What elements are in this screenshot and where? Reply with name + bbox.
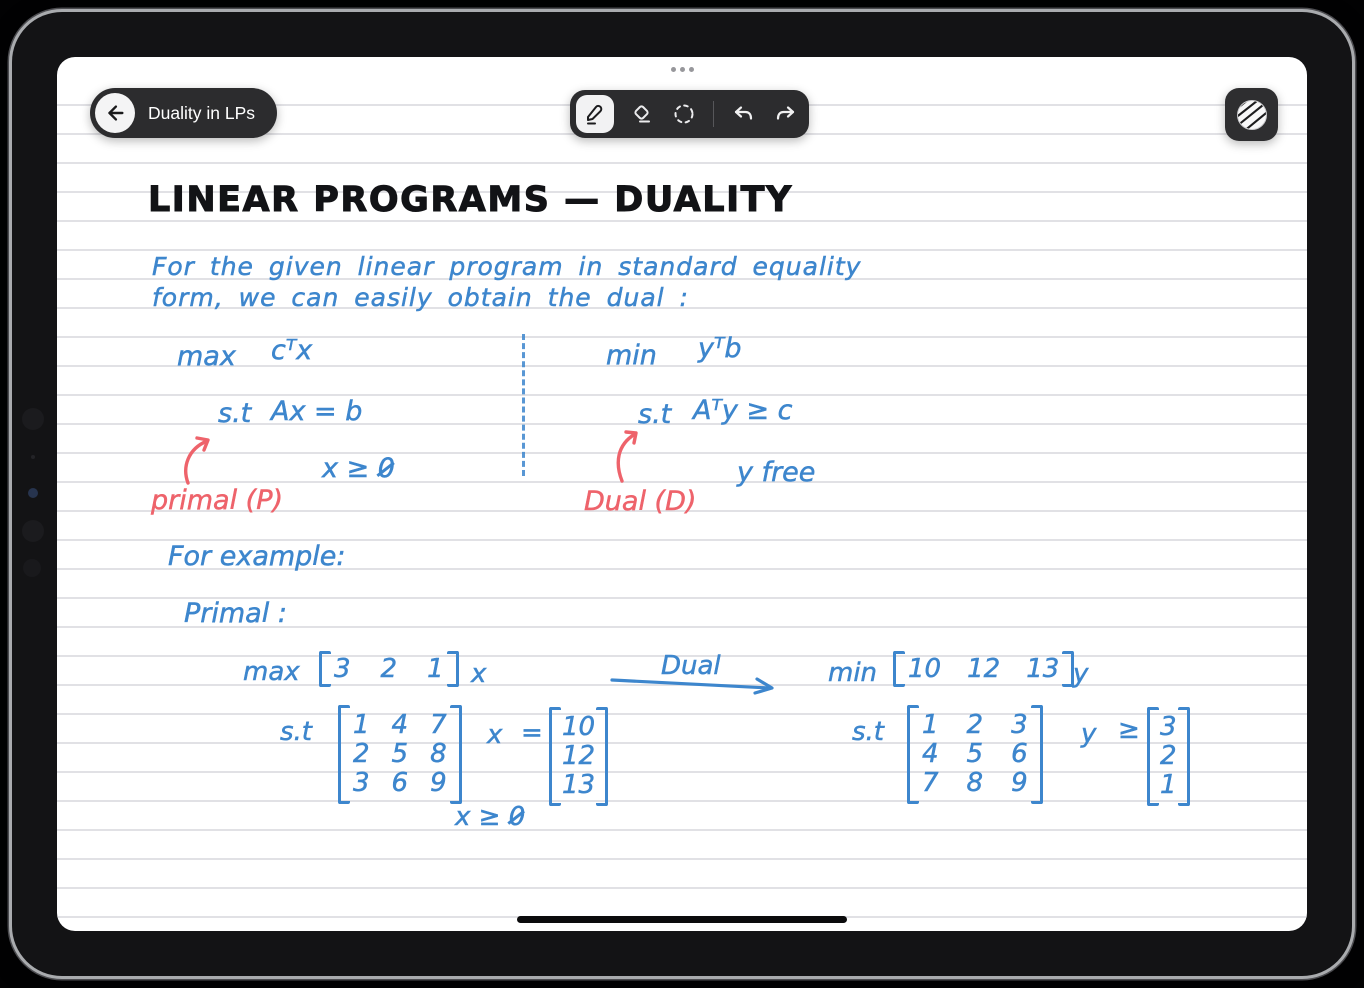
camera-sensor (31, 455, 35, 459)
primal-heading: Primal : (184, 598, 287, 630)
lasso-tool-button[interactable] (667, 95, 701, 133)
example-heading: For example: (168, 541, 346, 573)
undo-button[interactable] (726, 95, 760, 133)
undo-icon (734, 106, 752, 120)
primal-st: s.t (218, 398, 252, 430)
lasso-icon (674, 104, 694, 124)
ex-primal-nonnegativity: x ≥ 0 (455, 802, 526, 833)
tablet-frame: Duality in LPs (12, 12, 1352, 976)
dual-constraint: Aᵀy ≥ c (693, 395, 793, 427)
dual-st: s.t (638, 399, 672, 431)
dual-objective-keyword: min (606, 340, 657, 372)
ruled-lines (57, 104, 1307, 931)
drawing-toolbar (570, 90, 809, 138)
primal-label: primal (P) (151, 485, 284, 517)
eraser-icon (633, 105, 650, 123)
intro-line-2: form, we can easily obtain the dual : (152, 283, 689, 313)
page-options-button[interactable] (1225, 88, 1278, 141)
ex-dual-st: s.t (852, 717, 885, 748)
ex-primal-eq: = (521, 718, 543, 749)
transform-label: Dual (661, 651, 721, 682)
ex-dual-var2: y (1081, 719, 1097, 750)
camera-sensor (22, 520, 44, 542)
redo-icon (776, 106, 795, 120)
pen-icon (587, 104, 603, 125)
eraser-tool-button[interactable] (624, 95, 658, 133)
ex-primal-max: max (243, 657, 300, 688)
note-title-breadcrumb: Duality in LPs (148, 102, 255, 123)
zero-vector: 0 (508, 802, 526, 833)
primal-constraint: Ax = b (271, 396, 363, 428)
dual-free-constraint: y free (737, 457, 816, 489)
dual-annotation-arrow (616, 430, 638, 483)
ex-primal-var2: x (487, 720, 503, 751)
ex-dual-var: y (1073, 659, 1089, 690)
pen-tool-button[interactable] (576, 95, 614, 133)
ex-dual-min: min (828, 658, 878, 689)
page-title: LINEAR PROGRAMS — DUALITY (148, 180, 793, 221)
toolbar-divider (712, 101, 714, 127)
zero-vector: 0 (377, 453, 396, 485)
home-indicator[interactable] (517, 916, 847, 923)
scribble-icon (1236, 99, 1267, 130)
primal-annotation-arrow (184, 436, 210, 485)
primal-dual-divider (522, 334, 525, 476)
redo-button[interactable] (769, 95, 803, 133)
back-button[interactable]: Duality in LPs (90, 88, 277, 138)
transform-arrow (610, 677, 774, 695)
camera-lens (28, 488, 38, 498)
ex-primal-st: s.t (280, 717, 313, 748)
multitask-indicator[interactable] (671, 67, 694, 72)
ex-primal-var: x (471, 659, 487, 690)
ex-primal-b-vector: 10 12 13 (549, 707, 609, 806)
primal-objective-expr: cᵀx (271, 335, 313, 367)
ex-dual-geq: ≥ (1118, 715, 1140, 746)
camera-sensor (22, 408, 44, 430)
primal-nonnegativity: x ≥ 0 (322, 453, 396, 485)
note-canvas[interactable]: Duality in LPs (57, 57, 1307, 931)
dual-label: Dual (D) (584, 486, 697, 518)
dual-objective-expr: yᵀb (698, 333, 742, 365)
back-arrow-icon[interactable] (95, 93, 135, 133)
ex-dual-b-row: 10 12 13 (893, 651, 1075, 687)
intro-line-1: For the given linear program in standard… (152, 252, 862, 282)
primal-objective-keyword: max (177, 341, 236, 373)
camera-sensor (23, 559, 41, 577)
